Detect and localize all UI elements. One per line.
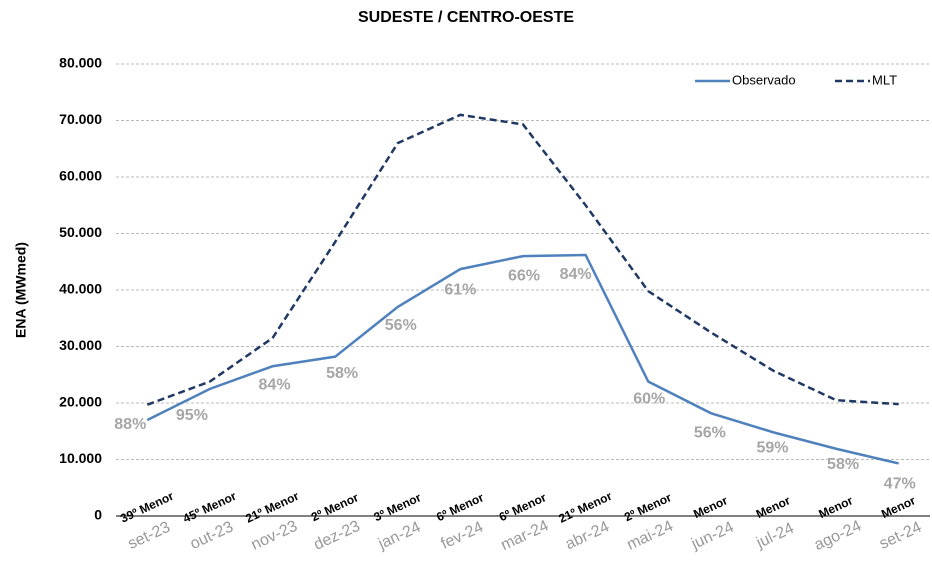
rank-label: 39º Menor	[118, 489, 176, 526]
legend-label: Observado	[732, 72, 796, 87]
rank-label: Menor	[879, 493, 918, 521]
line-series	[146, 113, 899, 406]
x-tick-label: dez-23	[311, 518, 363, 554]
x-tick-label: ago-24	[812, 517, 864, 554]
x-tick-label: set-24	[877, 519, 925, 553]
y-tick-label: 80.000	[59, 55, 102, 71]
y-tick-label: 60.000	[59, 168, 102, 184]
y-tick-label: 70.000	[59, 111, 102, 127]
percent-label: 59%	[756, 440, 788, 457]
percent-label: 58%	[827, 456, 859, 473]
x-tick-label: mai-24	[624, 518, 676, 554]
percent-label: 47%	[884, 476, 916, 493]
x-tick-label: out-23	[188, 518, 236, 553]
percent-label: 66%	[508, 267, 540, 284]
y-tick-label: 0	[94, 507, 102, 523]
rank-label: 45º Menor	[181, 489, 239, 526]
percent-label: 84%	[560, 266, 592, 283]
percent-label: 95%	[176, 407, 208, 424]
x-tick-label: fev-24	[439, 519, 487, 553]
x-tick-label: jan-24	[375, 519, 423, 554]
percent-label: 88%	[114, 416, 146, 433]
x-tick-label: nov-23	[249, 518, 301, 554]
percent-label: 61%	[444, 281, 476, 298]
percent-label: 56%	[694, 424, 726, 441]
percent-label: 58%	[326, 365, 358, 382]
chart-title: SUDESTE / CENTRO-OESTE	[358, 9, 574, 26]
legend-label: MLT	[872, 72, 897, 87]
percent-label: 60%	[633, 391, 665, 408]
x-tick-label: jul-24	[753, 520, 797, 552]
y-tick-label: 20.000	[59, 394, 102, 410]
rank-label: Menor	[754, 493, 793, 521]
x-tick-label: set-23	[125, 519, 173, 553]
rank-label: Menor	[691, 493, 730, 521]
y-tick-label: 40.000	[59, 281, 102, 297]
percent-label: 56%	[385, 317, 417, 334]
rank-label: Menor	[816, 493, 855, 521]
line-series	[146, 253, 899, 465]
percent-label: 84%	[259, 376, 291, 393]
y-tick-label: 10.000	[59, 450, 102, 466]
x-tick-label: mar-24	[498, 517, 551, 554]
x-tick-label: jun-24	[688, 519, 736, 554]
x-tick-label: abr-24	[563, 518, 612, 553]
y-tick-label: 30.000	[59, 337, 102, 353]
y-axis-title: ENA (MWmed)	[13, 242, 29, 338]
y-tick-label: 50.000	[59, 224, 102, 240]
